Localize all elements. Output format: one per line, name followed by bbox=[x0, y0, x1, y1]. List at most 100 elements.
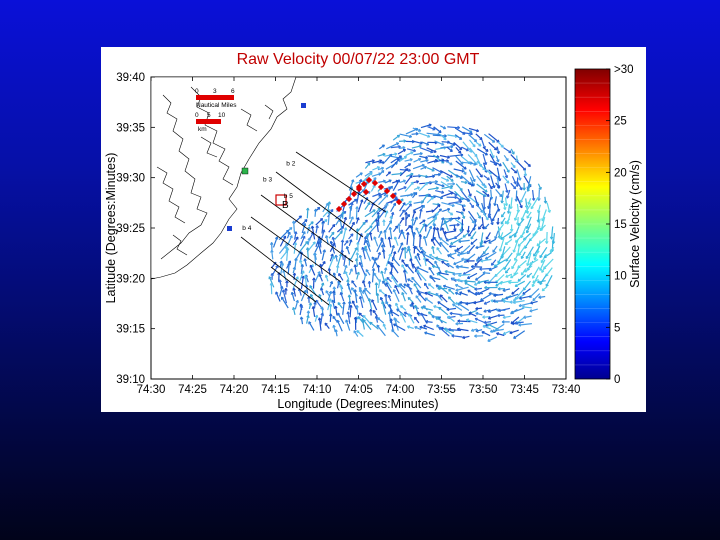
velocity-vector bbox=[513, 300, 525, 304]
velocity-vector-head bbox=[473, 300, 477, 305]
velocity-vector bbox=[454, 249, 463, 255]
velocity-vector bbox=[308, 221, 314, 227]
velocity-vector bbox=[458, 273, 471, 277]
velocity-vector bbox=[518, 245, 526, 256]
velocity-vector-head bbox=[376, 166, 381, 170]
velocity-vector-head bbox=[281, 296, 285, 300]
velocity-vector bbox=[363, 273, 367, 282]
velocity-vector-head bbox=[447, 254, 451, 258]
velocity-vector bbox=[461, 146, 469, 152]
velocity-vector-head bbox=[380, 238, 384, 242]
x-tick-label: 74:05 bbox=[344, 384, 373, 396]
velocity-vector-head bbox=[382, 179, 386, 183]
red-track-dot bbox=[350, 190, 358, 198]
velocity-vector bbox=[495, 162, 502, 167]
velocity-vector bbox=[454, 134, 463, 140]
velocity-vector-head bbox=[415, 227, 419, 231]
velocity-vector-head bbox=[392, 251, 397, 255]
velocity-vector-head bbox=[441, 217, 445, 221]
velocity-vector-head bbox=[538, 186, 542, 190]
velocity-vector-head bbox=[508, 150, 512, 154]
velocity-vector-head bbox=[506, 195, 510, 199]
velocity-vector-head bbox=[376, 211, 380, 215]
velocity-vector bbox=[356, 228, 359, 241]
velocity-vector-head bbox=[414, 246, 418, 250]
velocity-vector-head bbox=[388, 253, 392, 257]
velocity-vector bbox=[432, 227, 436, 241]
velocity-vector bbox=[299, 270, 305, 281]
velocity-vector-head bbox=[348, 205, 353, 209]
velocity-vector-head bbox=[331, 299, 335, 303]
velocity-vector-head bbox=[381, 301, 385, 304]
velocity-vector-head bbox=[472, 144, 476, 148]
velocity-vector-head bbox=[489, 186, 493, 190]
velocity-vector bbox=[404, 158, 413, 162]
velocity-vector bbox=[355, 172, 363, 178]
velocity-vector bbox=[301, 219, 308, 226]
velocity-vector-head bbox=[533, 253, 537, 257]
velocity-vector-head bbox=[450, 184, 454, 189]
velocity-vector-head bbox=[400, 198, 404, 202]
velocity-vector-head bbox=[513, 186, 517, 190]
velocity-vector bbox=[455, 155, 464, 165]
velocity-vector bbox=[460, 175, 472, 185]
velocity-vector bbox=[517, 217, 519, 226]
velocity-vector bbox=[436, 227, 441, 239]
velocity-vector-head bbox=[496, 208, 501, 212]
velocity-vector bbox=[372, 192, 381, 198]
velocity-vector-head bbox=[331, 256, 335, 260]
site-label: b 2 bbox=[286, 161, 295, 168]
velocity-vector-head bbox=[331, 290, 336, 294]
velocity-vector bbox=[469, 139, 476, 148]
velocity-vector-head bbox=[426, 142, 430, 146]
velocity-vector bbox=[272, 236, 278, 248]
chart-svg: Raw Velocity 00/07/22 23:00 GMT 0 3 6 Na… bbox=[104, 51, 642, 411]
velocity-vector bbox=[467, 225, 470, 233]
velocity-vector bbox=[510, 272, 519, 279]
velocity-vector bbox=[348, 198, 358, 206]
velocity-vector-head bbox=[371, 299, 375, 303]
velocity-vector bbox=[434, 182, 445, 187]
velocity-vector-head bbox=[484, 256, 489, 260]
velocity-vector bbox=[406, 173, 414, 178]
nautical-miles-scale-bar bbox=[196, 95, 234, 100]
velocity-vector bbox=[447, 134, 458, 138]
velocity-vector-head bbox=[443, 126, 447, 130]
velocity-vector bbox=[505, 273, 513, 278]
velocity-vector bbox=[378, 194, 389, 206]
velocity-vector-head bbox=[465, 301, 469, 306]
velocity-vector-head bbox=[373, 257, 378, 261]
velocity-vector bbox=[418, 292, 427, 302]
velocity-vector-head bbox=[347, 300, 352, 304]
velocity-vector bbox=[468, 210, 477, 223]
velocity-vector-head bbox=[377, 252, 381, 255]
velocity-vector bbox=[408, 313, 415, 324]
velocity-vector bbox=[503, 147, 512, 154]
velocity-vector-head bbox=[502, 288, 506, 292]
velocity-vector-head bbox=[416, 311, 420, 316]
velocity-vector bbox=[314, 271, 321, 283]
velocity-vector-head bbox=[342, 301, 346, 305]
velocity-vector bbox=[455, 147, 462, 154]
velocity-vector bbox=[537, 183, 542, 190]
velocity-vector bbox=[443, 285, 455, 290]
velocity-vector bbox=[349, 305, 352, 318]
velocity-vector bbox=[427, 187, 439, 191]
velocity-vector-head bbox=[490, 299, 494, 303]
velocity-vector bbox=[403, 269, 407, 283]
colorbar-label: Surface Velocity (cm/s) bbox=[628, 160, 642, 288]
velocity-vector bbox=[318, 317, 322, 331]
velocity-vector bbox=[504, 218, 511, 225]
velocity-vector-head bbox=[356, 330, 360, 334]
velocity-vector-head bbox=[439, 241, 443, 245]
velocity-vector bbox=[355, 217, 360, 224]
red-track-dot bbox=[355, 183, 363, 191]
velocity-vector-head bbox=[391, 275, 395, 279]
velocity-vector-head bbox=[350, 233, 354, 237]
velocity-vector-head bbox=[315, 225, 319, 229]
velocity-vector-head bbox=[328, 290, 333, 294]
velocity-vector-head bbox=[400, 305, 404, 309]
velocity-vector bbox=[449, 252, 457, 256]
velocity-vector bbox=[398, 247, 404, 261]
velocity-vector bbox=[517, 218, 525, 227]
